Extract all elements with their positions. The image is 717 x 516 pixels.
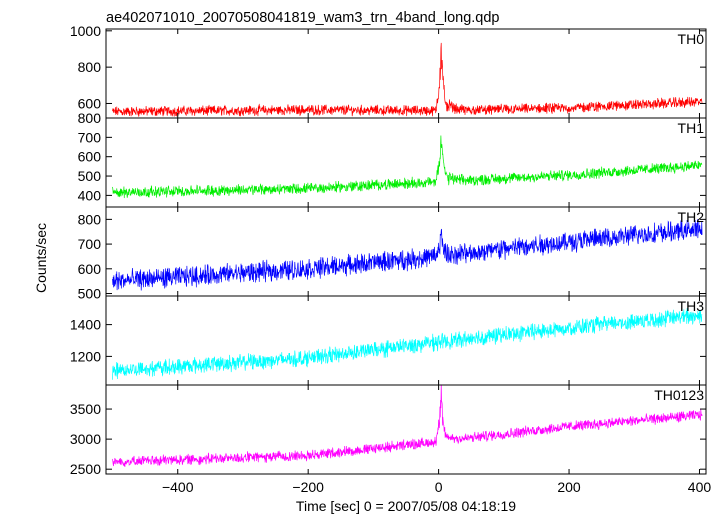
series-line-th0: [112, 42, 703, 117]
panel-th3: 1200 1400 TH3: [70, 295, 707, 386]
panel-frame: [105, 295, 707, 386]
panel-th0: 600 800 1000 TH0: [70, 23, 707, 119]
y-tick-label: 800: [78, 110, 102, 126]
y-tick-label: 1400: [70, 317, 101, 333]
y-tick-label: 600: [78, 95, 102, 111]
panels-group: 6008001000TH0400500600700800TH1500600700…: [70, 23, 707, 477]
panel-th2: 500 600 700 800 TH2: [78, 206, 707, 302]
y-tick-label: 600: [78, 149, 102, 165]
series-line-th2: [112, 219, 703, 291]
series-line-th0123: [112, 385, 703, 467]
y-tick-label: 3000: [70, 431, 101, 447]
x-tick-label: 400: [688, 479, 712, 495]
panel-label-th0: TH0: [678, 31, 705, 47]
x-axis-label: Time [sec] 0 = 2007/05/08 04:18:19: [296, 498, 516, 514]
y-tick-label: 500: [78, 168, 102, 184]
panel-label-th2: TH2: [678, 209, 705, 225]
y-tick-label: 600: [78, 261, 102, 277]
chart-title: ae402071010_20070508041819_wam3_trn_4ban…: [106, 10, 499, 26]
y-tick-label: 800: [78, 211, 102, 227]
y-tick-label: 400: [78, 187, 102, 203]
y-axis-label: Counts/sec: [33, 223, 49, 293]
y-tick-label: 700: [78, 129, 102, 145]
y-tick-label: 700: [78, 236, 102, 252]
x-tick-label: 200: [557, 479, 581, 495]
y-tick-label: 1000: [70, 23, 101, 39]
y-tick-label: 3500: [70, 401, 101, 417]
series-line-th3: [112, 308, 703, 380]
y-tick-label: 2500: [70, 461, 101, 477]
panel-label-th0123: TH0123: [654, 387, 704, 403]
x-axis-ticks: −400 −200 0 200 400: [162, 479, 711, 495]
panel-th1: 400 500 600 700 800 TH1: [78, 110, 707, 208]
x-tick-label: 0: [435, 479, 443, 495]
y-tick-label: 1200: [70, 348, 101, 364]
y-tick-label: 500: [78, 286, 102, 302]
x-tick-label: −200: [292, 479, 324, 495]
panel-label-th3: TH3: [678, 298, 705, 314]
x-tick-label: −400: [162, 479, 194, 495]
y-tick-label: 800: [78, 59, 102, 75]
panel-frame: [105, 384, 707, 475]
panel-label-th1: TH1: [678, 120, 705, 136]
series-line-th1: [112, 135, 703, 199]
panel-th0123: 2500 3000 3500 TH0123: [70, 384, 707, 477]
